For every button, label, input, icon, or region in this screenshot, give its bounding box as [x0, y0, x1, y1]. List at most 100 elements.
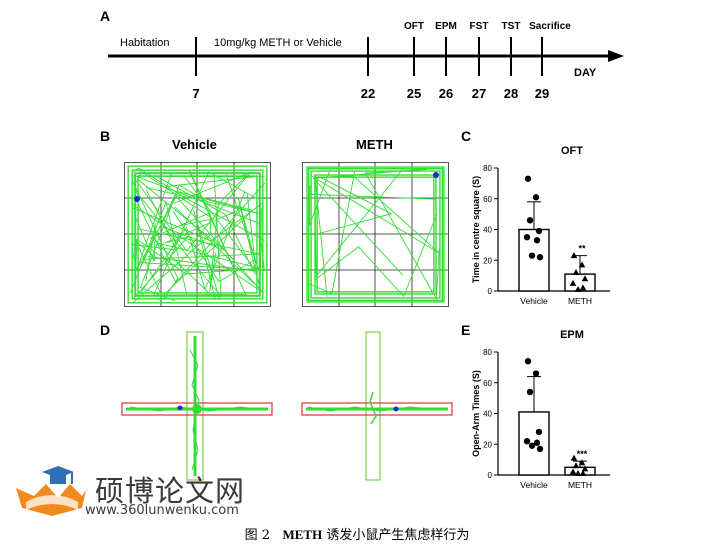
timeline-day-label: 22 — [361, 86, 375, 101]
oft-track-meth — [302, 162, 449, 307]
vehicle-track-label: Vehicle — [172, 137, 217, 152]
chart-y-tick-label: 60 — [483, 379, 492, 388]
chart-y-tick-label: 80 — [483, 164, 492, 173]
closed-arm-box — [186, 331, 204, 481]
open-arm-box — [121, 402, 273, 416]
movement-path-segment — [133, 210, 236, 299]
chart-ylabel: Open-Arm Times (S) — [471, 370, 481, 457]
chart-y-tick-label: 20 — [483, 256, 492, 265]
animal-position-marker — [393, 406, 399, 412]
movement-path-segment — [188, 169, 247, 296]
chart-data-point — [532, 370, 540, 377]
chart-bar — [564, 273, 596, 292]
movement-path-segment — [132, 174, 265, 271]
animal-position-marker — [433, 172, 439, 178]
timeline-test-label: FST — [470, 21, 489, 32]
chart-data-point — [569, 468, 577, 475]
timeline-day-label: 27 — [472, 86, 486, 101]
timeline-day-label: 7 — [192, 86, 199, 101]
chart-category-label: METH — [568, 296, 592, 306]
open-arm-box — [301, 402, 453, 416]
movement-path — [126, 336, 268, 476]
movement-path-segment — [313, 176, 393, 236]
chart-y-tick-label: 40 — [483, 226, 492, 235]
movement-path-segment — [316, 176, 435, 293]
timeline-diagram: Habitation 10mg/kg METH or Vehicle 7 22 25… — [108, 21, 624, 101]
chart-data-point — [581, 465, 589, 472]
chart-y-tick-label: 60 — [483, 195, 492, 204]
chart-title: OFT — [561, 145, 583, 157]
movement-path-segment — [139, 184, 209, 302]
chart-data-point — [535, 227, 543, 235]
chart-data-point — [532, 194, 540, 201]
movement-path-segment — [172, 210, 258, 283]
chart-category-label: Vehicle — [520, 296, 548, 306]
timeline-test-label: EPM — [435, 21, 457, 32]
movement-path-segment — [132, 173, 172, 272]
arena-border — [302, 162, 449, 307]
movement-path — [127, 165, 268, 304]
movement-path-segment — [309, 169, 437, 226]
chart-data-point — [528, 252, 536, 259]
movement-path-segment — [135, 240, 163, 295]
oft-track-vehicle — [124, 162, 271, 307]
movement-path-segment — [314, 213, 438, 298]
timeline-day-label: 25 — [407, 86, 421, 101]
chart-data-point — [579, 469, 587, 476]
chart-data-point — [579, 284, 587, 291]
chart-data-point — [572, 462, 580, 469]
panel-letter-b: B — [100, 128, 111, 144]
chart-data-point — [533, 237, 541, 244]
chart-y-tick-label: 80 — [483, 348, 492, 357]
movement-path — [306, 391, 448, 425]
epm-track-vehicle — [121, 331, 273, 481]
phase-habitation: Habitation — [120, 37, 170, 49]
movement-path — [306, 166, 445, 303]
timeline-ticks — [195, 37, 543, 76]
movement-path-segment — [132, 212, 212, 303]
movement-path-segment — [154, 174, 256, 275]
movement-path-segment — [129, 200, 188, 296]
timeline-test-label: OFT — [404, 21, 424, 32]
movement-path-segment — [134, 172, 261, 297]
timeline-test-label: TST — [502, 21, 521, 32]
epm-bar-chart: EPM Open-Arm Times (S) 0 20 40 60 80 Vehicle ***… — [471, 329, 610, 490]
chart-data-point — [570, 454, 578, 461]
chart-data-point — [526, 217, 534, 224]
chart-significance: ** — [578, 244, 586, 254]
animal-position-marker — [177, 405, 183, 411]
phase-treatment: 10mg/kg METH or Vehicle — [214, 37, 342, 49]
chart-category-label: Vehicle — [520, 480, 548, 490]
movement-path-segment — [137, 169, 215, 226]
panel-letter-c: C — [461, 128, 472, 144]
chart-data-point — [572, 269, 580, 276]
movement-path-segment — [209, 175, 247, 292]
panel-letter-d: D — [100, 322, 111, 338]
chart-data-point — [578, 459, 586, 466]
chart-data-point — [523, 437, 531, 445]
chart-y-tick-label: 20 — [483, 440, 492, 449]
movement-path-segment — [133, 171, 252, 252]
chart-title: EPM — [560, 329, 584, 341]
timeline-arrowhead — [608, 50, 624, 62]
chart-data-point — [574, 285, 582, 292]
figure-caption: 图 2 METH 诱发小鼠产生焦虑样行为 — [0, 524, 714, 543]
chart-significance: *** — [577, 449, 588, 459]
chart-data-point — [536, 253, 544, 261]
movement-path-segment — [314, 169, 403, 297]
chart-data-point — [535, 428, 543, 436]
chart-y-tick-label: 0 — [488, 471, 493, 480]
panel-letter-a: A — [100, 8, 111, 24]
chart-bar — [518, 228, 550, 292]
chart-data-point — [569, 279, 577, 286]
arena-grid — [302, 162, 449, 307]
chart-data-point — [524, 175, 532, 182]
oft-bar-chart: OFT Time in centre square (S) 0 20 40 60 80 Veh… — [471, 145, 610, 306]
chart-data-point — [536, 445, 544, 453]
epm-track-meth — [301, 331, 453, 481]
watermark-title: 硕博论文网 — [95, 474, 246, 508]
movement-path-segment — [131, 169, 264, 300]
chart-data-point — [578, 261, 586, 268]
chart-y-tick-label: 0 — [488, 287, 493, 296]
closed-arm-box — [365, 331, 381, 481]
